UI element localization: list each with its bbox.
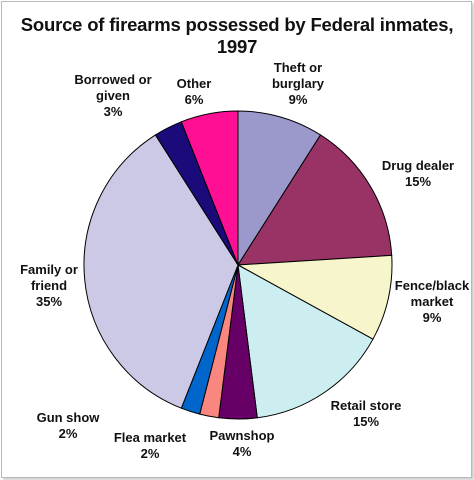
pie-slices (83, 110, 393, 420)
slice-name-family-or-friend: friend (31, 278, 67, 293)
pie-slice-fence-black-market (236, 254, 393, 340)
slice-name-fence-black-market: market (411, 294, 454, 309)
slice-name-fence-black-market: Fence/black (395, 278, 470, 293)
slice-percent-drug-dealer: 15% (405, 174, 431, 189)
slice-percent-borrowed-or-given: 3% (104, 104, 123, 119)
slice-name-drug-dealer: Drug dealer (382, 158, 454, 173)
slice-name-borrowed-or-given: given (96, 88, 130, 103)
slice-label-theft-or-burglary: Theft or burglary 9% (272, 60, 325, 107)
slice-percent-flea-market: 2% (141, 446, 160, 461)
slice-label-pawnshop: Pawnshop 4% (209, 428, 274, 459)
slice-percent-fence-black-market: 9% (423, 310, 442, 325)
slice-label-drug-dealer: Drug dealer 15% (382, 158, 454, 189)
chart-title: Source of firearms possessed by Federal … (20, 14, 454, 57)
pie-slice-family-or-friend (83, 134, 239, 409)
slice-percent-theft-or-burglary: 9% (289, 92, 308, 107)
slice-label-gun-show: Gun show 2% (37, 410, 101, 441)
slice-label-borrowed-or-given: Borrowed or given 3% (74, 72, 151, 119)
pie-slice-drug-dealer (237, 134, 393, 266)
slice-percent-pawnshop: 4% (233, 444, 252, 459)
slice-label-other: Other 6% (177, 76, 212, 107)
slice-percent-gun-show: 2% (59, 426, 78, 441)
pie-slice-theft-or-burglary (237, 110, 322, 267)
slice-name-other: Other (177, 76, 212, 91)
slice-name-borrowed-or-given: Borrowed or (74, 72, 151, 87)
slice-name-theft-or-burglary: Theft or (274, 60, 322, 75)
slice-name-pawnshop: Pawnshop (209, 428, 274, 443)
slice-label-family-or-friend: Family or friend 35% (20, 262, 78, 309)
slice-name-retail-store: Retail store (331, 398, 402, 413)
slice-name-gun-show: Gun show (37, 410, 101, 425)
slice-name-family-or-friend: Family or (20, 262, 78, 277)
slice-name-flea-market: Flea market (114, 430, 187, 445)
slice-label-fence-black-market: Fence/black market 9% (395, 278, 470, 325)
pie-labels: Theft or burglary 9%Drug dealer 15%Fence/bl… (20, 60, 470, 461)
slice-percent-retail-store: 15% (353, 414, 379, 429)
slice-label-retail-store: Retail store 15% (331, 398, 402, 429)
slice-percent-other: 6% (185, 92, 204, 107)
pie-slice-retail-store (237, 264, 374, 419)
pie-slice-other (180, 110, 239, 266)
slice-percent-family-or-friend: 35% (36, 294, 62, 309)
slice-name-theft-or-burglary: burglary (272, 76, 325, 91)
slice-label-flea-market: Flea market 2% (114, 430, 187, 461)
